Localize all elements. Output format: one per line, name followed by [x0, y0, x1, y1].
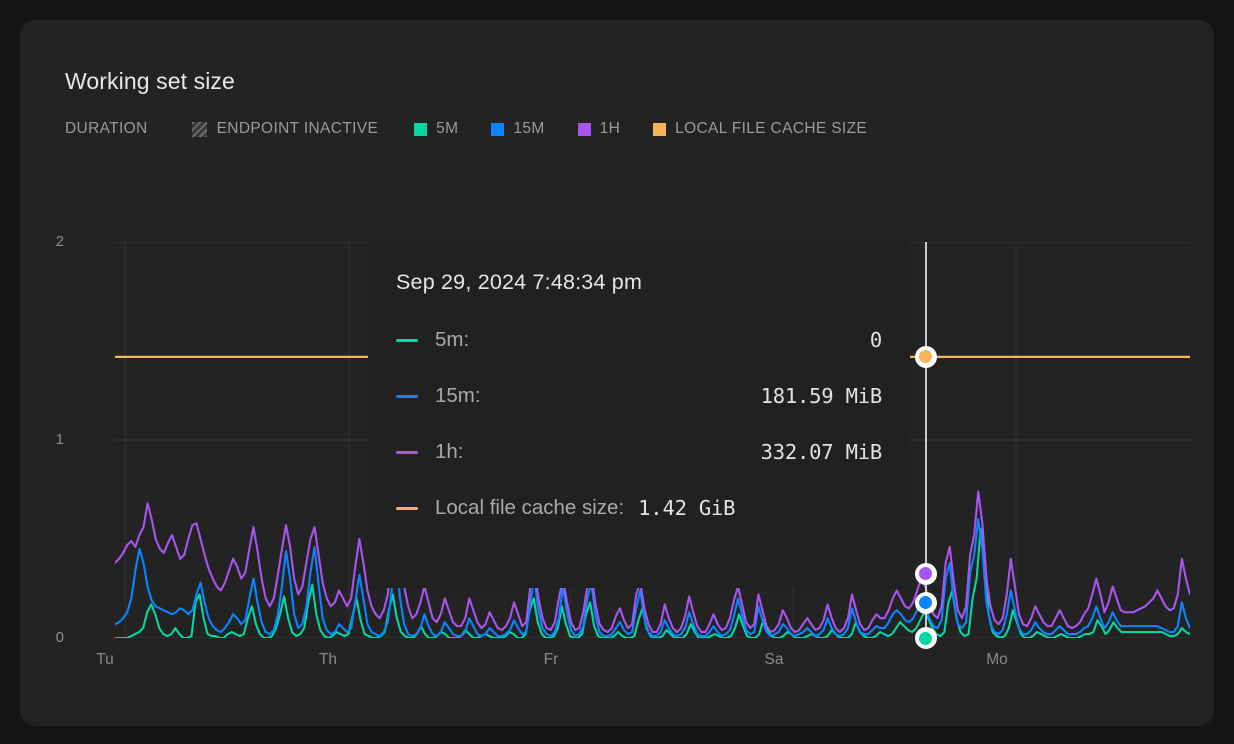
- tooltip-row-5m: 5m: 0: [396, 323, 882, 357]
- tooltip-row-1h: 1h: 332.07 MiB: [396, 435, 882, 469]
- tooltip-label-1h: 1h:: [435, 440, 464, 463]
- legend-swatch-local-file-cache-size: [653, 122, 667, 136]
- x-axis-tick-tu: Tu: [96, 651, 114, 668]
- tooltip-value-5m: 0: [869, 328, 882, 352]
- y-axis-tick-2: 2: [55, 233, 64, 250]
- legend-swatch-5m: [414, 122, 428, 136]
- legend-label-1h: 1H: [599, 120, 621, 137]
- legend-item-local-file-cache-size[interactable]: LOCAL FILE CACHE SIZE: [653, 118, 867, 140]
- x-axis-tick-sa: Sa: [764, 651, 784, 668]
- page-title: Working set size: [65, 68, 235, 94]
- y-axis-tick-0: 0: [55, 629, 64, 646]
- tooltip-row-local-file-cache-size: Local file cache size: 1.42 GiB: [396, 491, 882, 525]
- chart-legend: DURATION ENDPOINT INACTIVE 5M 15M 1H LOC…: [65, 118, 867, 140]
- legend-item-15m[interactable]: 15M: [491, 118, 544, 140]
- tooltip-dash-1h: [396, 450, 418, 454]
- tooltip-dash-local-file-cache-size: [396, 506, 418, 510]
- tooltip-dash-5m: [396, 338, 418, 342]
- legend-swatch-15m: [491, 122, 505, 136]
- cursor-marker-1h: [914, 562, 937, 585]
- legend-item-duration[interactable]: DURATION: [65, 118, 148, 140]
- legend-label-5m: 5M: [436, 120, 459, 137]
- legend-endpoint-inactive-label: ENDPOINT INACTIVE: [216, 120, 379, 137]
- legend-swatch-1h: [577, 122, 591, 136]
- chart-tooltip: Sep 29, 2024 7:48:34 pm 5m: 0 15m: 181.5…: [368, 242, 910, 588]
- x-axis-tick-fr: Fr: [543, 651, 559, 668]
- tooltip-value-15m: 181.59 MiB: [760, 384, 883, 408]
- legend-label-15m: 15M: [513, 120, 545, 137]
- legend-item-1h[interactable]: 1H: [577, 118, 621, 140]
- y-axis-tick-1: 1: [55, 431, 64, 448]
- x-axis-tick-th: Th: [318, 651, 338, 668]
- tooltip-label-15m: 15m:: [435, 384, 481, 407]
- cursor-crosshair-line: [924, 242, 927, 640]
- cursor-marker-5m: [914, 627, 937, 649]
- tooltip-label-5m: 5m:: [435, 328, 470, 351]
- tooltip-row-15m: 15m: 181.59 MiB: [396, 379, 882, 413]
- cursor-marker-15m: [914, 591, 937, 614]
- legend-item-5m[interactable]: 5M: [414, 118, 458, 140]
- legend-label-local-file-cache-size: LOCAL FILE CACHE SIZE: [675, 120, 868, 137]
- tooltip-value-local-file-cache-size: 1.42 GiB: [638, 496, 736, 520]
- tooltip-value-1h: 332.07 MiB: [760, 440, 883, 464]
- tooltip-dash-15m: [396, 394, 418, 398]
- legend-duration-label: DURATION: [65, 120, 148, 137]
- tooltip-timestamp: Sep 29, 2024 7:48:34 pm: [396, 270, 643, 294]
- legend-item-endpoint-inactive[interactable]: ENDPOINT INACTIVE: [191, 118, 379, 140]
- x-axis-tick-mo: Mo: [986, 651, 1008, 668]
- diagonal-hatch-icon: [191, 121, 207, 137]
- cursor-marker-local-file-cache-size: [914, 345, 937, 368]
- tooltip-label-local-file-cache-size: Local file cache size:: [435, 496, 625, 519]
- chart-card: Working set size DURATION ENDPOINT INACT…: [20, 20, 1214, 726]
